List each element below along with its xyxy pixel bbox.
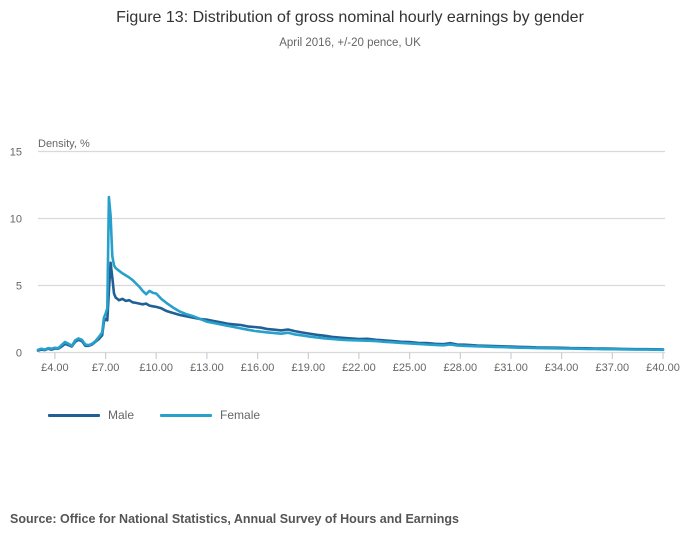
legend-label-male: Male bbox=[108, 408, 135, 422]
x-tick-label: £37.00 bbox=[595, 362, 629, 374]
y-tick-label: 5 bbox=[16, 281, 22, 293]
density-chart: 15 10 5 0 Density, % £4.00 £7.00 £10.00 £13.00 £1… bbox=[10, 138, 680, 374]
female-line-swatch bbox=[160, 413, 213, 417]
x-tick-label: £28.00 bbox=[443, 362, 477, 374]
series-line-male bbox=[36, 261, 665, 352]
x-tick-label: £25.00 bbox=[393, 362, 427, 374]
series-line-female bbox=[36, 195, 665, 352]
chart-subtitle: April 2016, +/-20 pence, UK bbox=[279, 37, 421, 49]
x-tick-label: £7.00 bbox=[92, 362, 120, 374]
y-tick-label: 10 bbox=[10, 214, 22, 226]
chart-title: Figure 13: Distribution of gross nominal… bbox=[116, 9, 584, 26]
male-line-swatch bbox=[48, 413, 100, 417]
legend-item-male[interactable]: Male bbox=[48, 408, 134, 422]
y-tick-label: 15 bbox=[10, 147, 22, 159]
x-tick-label: £31.00 bbox=[494, 362, 528, 374]
x-tick-label: £40.00 bbox=[646, 362, 680, 374]
x-tick-label: £19.00 bbox=[291, 362, 325, 374]
x-tick-label: £16.00 bbox=[241, 362, 275, 374]
x-tick-label: £4.00 bbox=[41, 362, 69, 374]
x-tick-label: £22.00 bbox=[342, 362, 376, 374]
legend-item-female[interactable]: Female bbox=[160, 408, 260, 422]
chart-legend: Male Female bbox=[48, 408, 260, 422]
y-axis-title: Density, % bbox=[38, 138, 90, 150]
legend-label-female: Female bbox=[220, 408, 261, 422]
x-tick-label: £13.00 bbox=[190, 362, 224, 374]
y-tick-label: 0 bbox=[16, 348, 22, 360]
x-tick-label: £10.00 bbox=[139, 362, 173, 374]
source-attribution: Source: Office for National Statistics, … bbox=[10, 512, 459, 526]
x-tick-label: £34.00 bbox=[545, 362, 579, 374]
